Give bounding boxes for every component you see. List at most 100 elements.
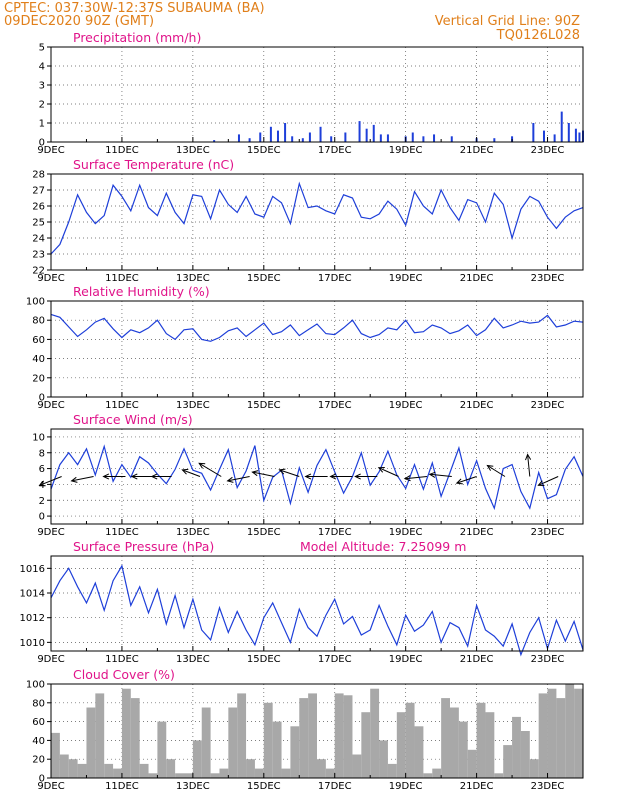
- rh-ytick-label: 0: [39, 393, 45, 404]
- wind-vector-head: [70, 476, 78, 483]
- rh-ytick-label: 60: [32, 335, 45, 346]
- cloud-xtick-label: 11DEC: [105, 781, 139, 792]
- cloud-bar: [86, 707, 96, 778]
- rh-xtick-label: 13DEC: [176, 400, 210, 411]
- precip-bar: [386, 134, 389, 142]
- precip-xtick-label: 21DEC: [460, 145, 494, 156]
- cloud-bar: [104, 763, 114, 778]
- rh-xtick-label: 9DEC: [37, 400, 64, 411]
- wind-vector-head: [102, 473, 110, 480]
- cloud-bar: [201, 707, 211, 778]
- temp-xtick-label: 9DEC: [37, 273, 64, 284]
- wind-vector: [198, 462, 222, 477]
- precip-bar: [450, 136, 453, 142]
- precip-ytick-label: 5: [39, 43, 45, 54]
- precip-bar: [291, 136, 294, 142]
- cloud-xtick-label: 19DEC: [389, 781, 423, 792]
- cloud-bar: [450, 707, 459, 778]
- temp-title: Surface Temperature (nC): [73, 157, 234, 172]
- temp-xtick-label: 15DEC: [247, 273, 281, 284]
- cloud-title: Cloud Cover (%): [73, 667, 175, 682]
- precip-xtick-label: 9DEC: [37, 145, 64, 156]
- wind-ytick-label: 0: [39, 512, 45, 523]
- header-model-code: TQ0126L028: [496, 28, 580, 43]
- temp-xtick-label: 19DEC: [389, 273, 423, 284]
- wind-vector-head: [525, 453, 532, 461]
- wind-series-line: [50, 444, 584, 511]
- cloud-ytick-label: 60: [32, 717, 45, 728]
- precip-bar: [330, 136, 333, 142]
- cloud-xtick-label: 17DEC: [318, 781, 352, 792]
- cloud-bar: [272, 721, 282, 778]
- cloud-bar: [423, 773, 433, 778]
- cloud-bar: [520, 731, 530, 778]
- precip-ytick-label: 1: [39, 119, 45, 130]
- cloud-ytick-label: 40: [32, 736, 45, 747]
- cloud-bar: [317, 759, 326, 778]
- cloud-bar: [77, 763, 87, 778]
- precip-bar: [259, 132, 262, 142]
- precip-bar: [276, 130, 279, 142]
- wind-vector: [429, 473, 452, 477]
- wind-vector-head: [428, 471, 436, 478]
- wind-ytick-label: 6: [39, 464, 45, 475]
- precip-xtick-label: 17DEC: [318, 145, 352, 156]
- wind-ytick-label: 2: [39, 496, 45, 507]
- pressure-xtick-label: 21DEC: [460, 654, 494, 665]
- cloud-xtick-label: 13DEC: [176, 781, 210, 792]
- rh-xtick-label: 23DEC: [531, 400, 565, 411]
- wind-vector-head: [486, 464, 494, 471]
- precip-bar: [269, 126, 272, 142]
- cloud-bar: [352, 754, 362, 778]
- precip-bar: [358, 121, 361, 142]
- cloud-bar: [51, 732, 60, 778]
- temp-ytick-label: 26: [32, 202, 45, 213]
- precip-bar: [422, 136, 425, 142]
- precip-title: Precipitation (mm/h): [73, 30, 201, 45]
- rh-ytick-label: 80: [32, 316, 45, 327]
- cloud-panel: 0 20 40 60 80 100 9DEC 11DEC 13DEC 15DEC 17DEC 19DE…: [26, 667, 584, 792]
- precip-bar: [372, 124, 375, 142]
- wind-vector-head: [251, 470, 259, 477]
- rh-panel: 0 20 40 60 80 100 9DEC 11DEC 13DEC 15DEC 17DEC 19DE…: [26, 284, 584, 411]
- precip-ytick-label: 3: [39, 81, 45, 92]
- precip-bar: [493, 138, 496, 142]
- rh-ytick-label: 20: [32, 373, 45, 384]
- cloud-bar: [59, 754, 69, 778]
- precip-bar: [301, 138, 304, 142]
- cloud-xtick-label: 21DEC: [460, 781, 494, 792]
- cloud-bar: [441, 698, 450, 778]
- cloud-ytick-label: 0: [39, 774, 45, 785]
- precip-bar: [560, 111, 563, 142]
- cloud-bar: [325, 768, 335, 778]
- cloud-xtick-label: 9DEC: [37, 781, 64, 792]
- pressure-title: Surface Pressure (hPa): [73, 539, 214, 554]
- cloud-bar: [228, 707, 238, 778]
- rh-xtick-label: 17DEC: [318, 400, 352, 411]
- precip-bar: [344, 132, 347, 142]
- cloud-bar: [219, 768, 229, 778]
- wind-vector: [182, 469, 201, 477]
- rh-series-line: [50, 313, 584, 342]
- temp-panel: 22 23 24 25 26 27 28 9DEC 11DEC 13DEC 15DEC 17DEC 19…: [32, 157, 584, 284]
- cloud-bar: [529, 759, 539, 778]
- cloud-bar: [476, 702, 486, 778]
- wind-vector: [252, 471, 275, 477]
- precip-bar: [578, 132, 581, 142]
- temp-ytick-label: 23: [32, 250, 45, 261]
- pressure-xtick-label: 19DEC: [389, 654, 423, 665]
- cloud-bar: [175, 773, 184, 778]
- precip-xtick-label: 19DEC: [389, 145, 423, 156]
- cloud-bar: [485, 712, 495, 778]
- temp-xtick-label: 13DEC: [176, 273, 210, 284]
- pressure-xtick-label: 13DEC: [176, 654, 210, 665]
- wind-xtick-label: 23DEC: [531, 527, 565, 538]
- pressure-ytick-label: 1012: [20, 613, 45, 624]
- wind-ytick-label: 4: [39, 480, 45, 491]
- temp-series-line: [50, 181, 584, 255]
- pressure-xtick-label: 17DEC: [318, 654, 352, 665]
- precip-xtick-label: 11DEC: [105, 145, 139, 156]
- wind-vector-head: [354, 473, 361, 480]
- cloud-bar: [308, 693, 317, 778]
